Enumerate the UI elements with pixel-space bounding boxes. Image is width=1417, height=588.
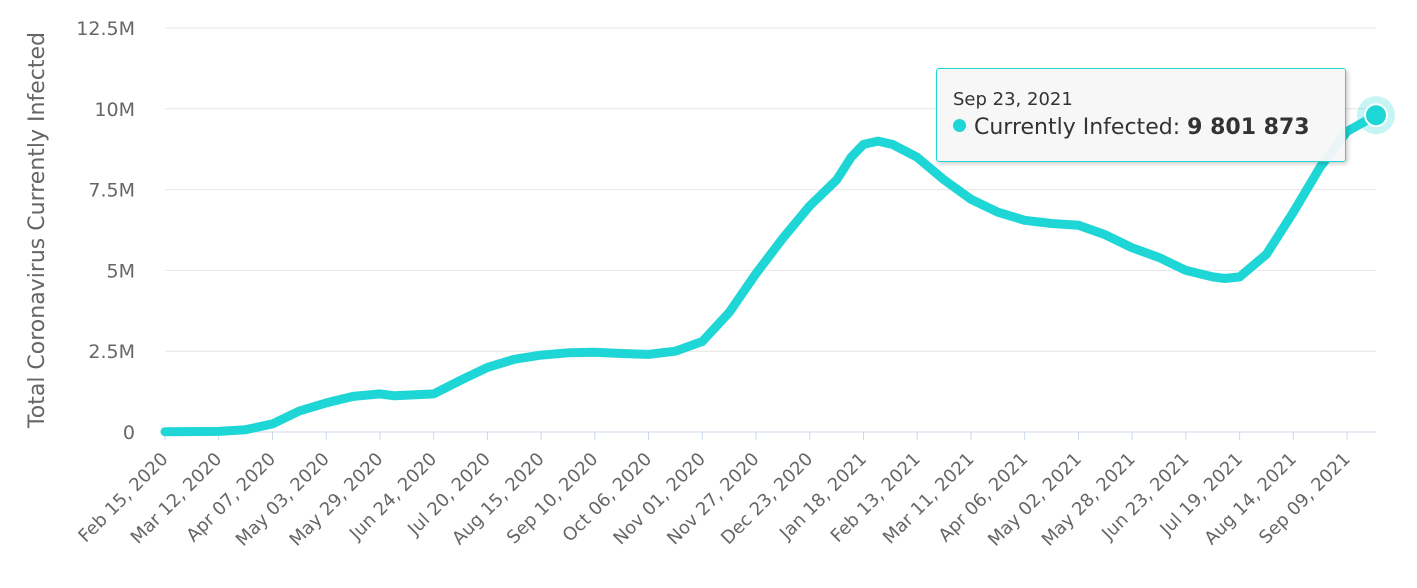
y-axis-label: Total Coronavirus Currently Infected: [25, 32, 50, 429]
tooltip-series-label: Currently Infected:: [974, 115, 1181, 140]
tooltip: Sep 23, 2021 Currently Infected: 9 801 8…: [936, 68, 1346, 162]
series-dot-icon: [953, 119, 966, 132]
y-tick-label: 2.5M: [88, 341, 135, 363]
tooltip-date: Sep 23, 2021: [953, 89, 1073, 110]
series-currently-infected[interactable]: [160, 110, 1381, 437]
x-tick-label: May 03, 2020: [232, 449, 334, 551]
x-tick-label: Dec 23, 2020: [717, 449, 817, 549]
y-tick-label: 12.5M: [76, 18, 135, 40]
y-tick-label: 7.5M: [88, 180, 135, 202]
series-line[interactable]: [160, 110, 1381, 437]
y-axis-ticks: 0 2.5M 5M 7.5M 10M 12.5M: [76, 18, 135, 444]
y-tick-label: 10M: [94, 99, 135, 121]
x-tick-label: Aug 15, 2020: [448, 449, 548, 549]
gridlines: [165, 27, 1376, 433]
x-tick-label: Nov 27, 2020: [663, 449, 763, 549]
x-tick-label: Aug 14, 2021: [1200, 449, 1300, 549]
y-tick-label: 5M: [107, 260, 135, 282]
x-tick-label: May 28, 2021: [1038, 449, 1140, 551]
x-tick-label: Nov 01, 2020: [609, 449, 709, 549]
y-tick-label: 0: [123, 422, 135, 444]
x-tick-label: May 02, 2021: [984, 449, 1086, 551]
tooltip-value: 9 801 873: [1187, 115, 1310, 140]
tooltip-row: Currently Infected: 9 801 873: [953, 115, 1310, 140]
x-tick-label: May 29, 2020: [286, 449, 388, 551]
x-tick-label: Feb 15, 2020: [74, 449, 172, 547]
data-point-marker[interactable]: [1364, 103, 1388, 128]
hover-marker: [1357, 96, 1395, 135]
